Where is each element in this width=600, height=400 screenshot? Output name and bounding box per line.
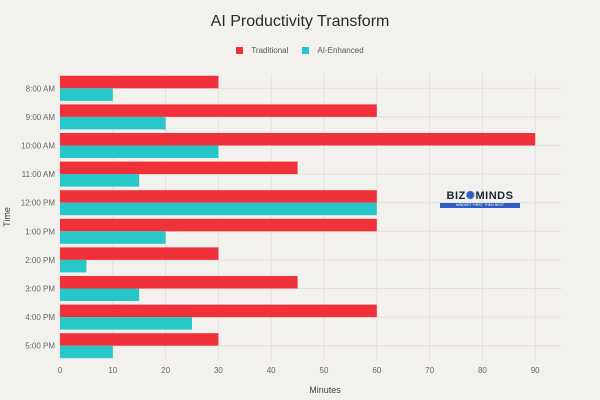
bar-ai-enhanced-8 bbox=[60, 317, 192, 330]
x-tick-label: 40 bbox=[267, 366, 276, 375]
bar-traditional-3 bbox=[60, 161, 298, 175]
bar-traditional-8 bbox=[60, 304, 377, 318]
legend-item-traditional[interactable]: Traditional bbox=[236, 46, 288, 55]
x-tick-label: 20 bbox=[161, 366, 170, 375]
y-tick-label: 12:00 PM bbox=[21, 199, 56, 208]
bar-ai-enhanced-0 bbox=[60, 88, 113, 101]
y-tick-label: 3:00 PM bbox=[25, 285, 55, 294]
x-tick-label: 50 bbox=[320, 366, 329, 375]
y-tick-label: 10:00 AM bbox=[21, 142, 55, 151]
bar-ai-enhanced-4 bbox=[60, 202, 377, 216]
x-tick-label: 60 bbox=[372, 366, 381, 375]
y-tick-label: 5:00 PM bbox=[25, 342, 55, 351]
bar-traditional-2 bbox=[60, 133, 536, 146]
legend-item-ai-enhanced[interactable]: AI-Enhanced bbox=[302, 46, 364, 55]
x-tick-label: 0 bbox=[58, 366, 63, 375]
x-tick-label: 30 bbox=[214, 366, 223, 375]
bar-ai-enhanced-2 bbox=[60, 145, 219, 158]
bar-traditional-9 bbox=[60, 333, 219, 346]
bar-traditional-7 bbox=[60, 276, 298, 289]
y-axis-label: Time bbox=[2, 207, 12, 227]
x-tick-label: 70 bbox=[425, 366, 434, 375]
legend-label: AI-Enhanced bbox=[317, 46, 364, 55]
bar-ai-enhanced-3 bbox=[60, 174, 140, 187]
y-tick-label: 4:00 PM bbox=[25, 313, 55, 322]
bar-ai-enhanced-6 bbox=[60, 259, 87, 273]
x-axis-label: Minutes bbox=[309, 385, 341, 395]
logo: BIZ✺MINDS MINDSET FIRST, THEN NEXT bbox=[440, 190, 520, 208]
x-tick-label: 90 bbox=[531, 366, 540, 375]
y-tick-label: 1:00 PM bbox=[25, 227, 55, 236]
bar-traditional-1 bbox=[60, 104, 377, 117]
y-tick-label: 2:00 PM bbox=[25, 256, 55, 265]
x-tick-label: 80 bbox=[478, 366, 487, 375]
bar-ai-enhanced-7 bbox=[60, 288, 140, 301]
bar-ai-enhanced-5 bbox=[60, 231, 166, 244]
bar-traditional-5 bbox=[60, 218, 377, 232]
chart-title: AI Productivity Transform bbox=[210, 13, 390, 30]
legend-swatch-traditional bbox=[236, 47, 244, 54]
bar-traditional-4 bbox=[60, 190, 377, 203]
legend: Traditional AI-Enhanced bbox=[0, 46, 600, 55]
bar-traditional-6 bbox=[60, 247, 219, 260]
legend-swatch-ai-enhanced bbox=[302, 47, 310, 54]
y-tick-label: 8:00 AM bbox=[26, 84, 56, 93]
x-tick-label: 10 bbox=[108, 366, 117, 375]
y-tick-label: 9:00 AM bbox=[26, 113, 56, 122]
y-tick-label: 11:00 AM bbox=[22, 170, 56, 179]
bar-ai-enhanced-9 bbox=[60, 345, 113, 359]
legend-label: Traditional bbox=[251, 46, 289, 55]
bar-ai-enhanced-1 bbox=[60, 116, 166, 130]
bar-traditional-0 bbox=[60, 75, 219, 89]
